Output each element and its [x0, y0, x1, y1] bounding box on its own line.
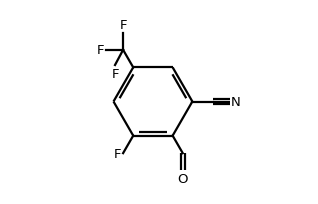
Text: F: F: [114, 147, 121, 160]
Text: F: F: [119, 19, 127, 32]
Text: F: F: [97, 44, 104, 57]
Text: N: N: [231, 95, 240, 109]
Text: O: O: [177, 172, 188, 185]
Text: F: F: [111, 67, 119, 80]
